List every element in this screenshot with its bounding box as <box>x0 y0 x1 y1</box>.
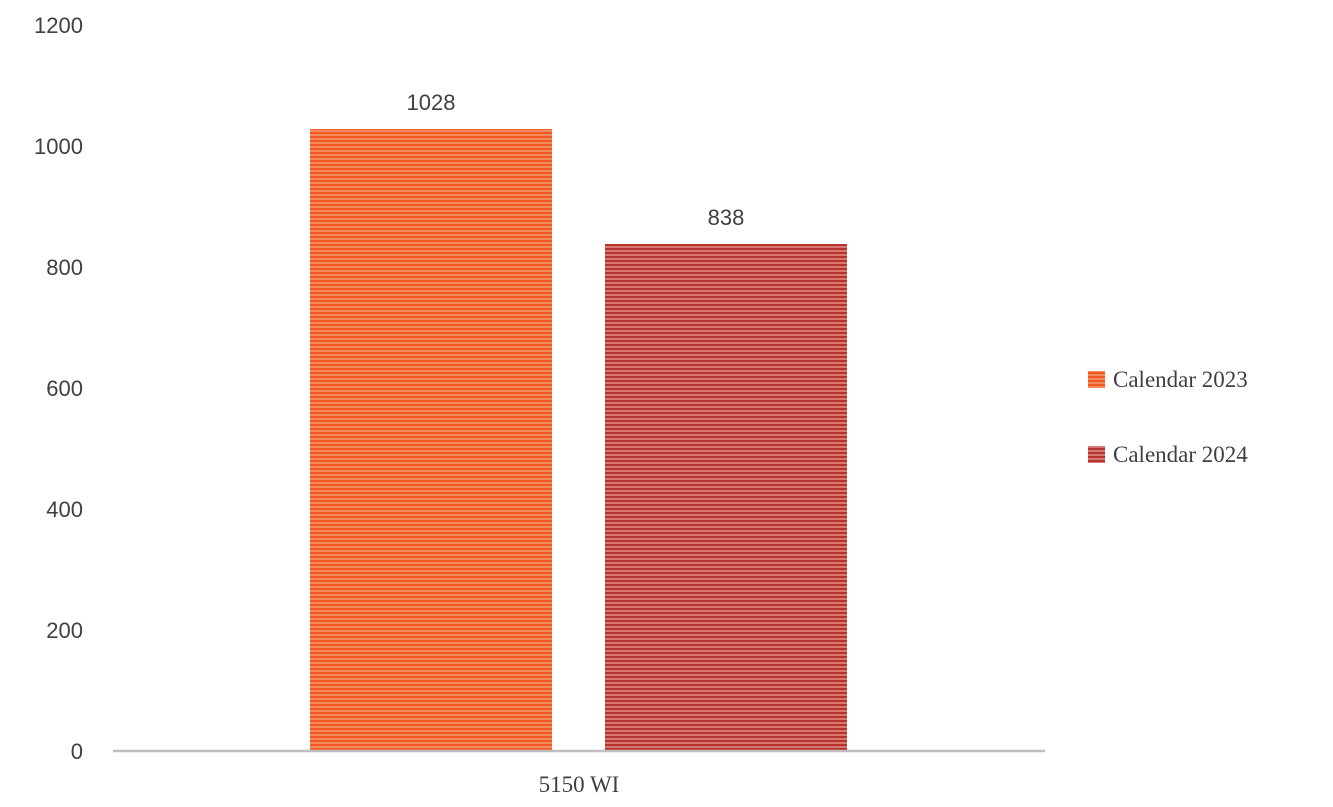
legend-label-calendar-2024: Calendar 2024 <box>1113 442 1248 467</box>
legend-label-calendar-2023: Calendar 2023 <box>1113 367 1248 392</box>
y-tick-label: 400 <box>46 497 83 522</box>
data-label-calendar-2024: 838 <box>708 205 745 230</box>
y-tick-label: 200 <box>46 618 83 643</box>
x-category-label: 5150 WI <box>539 772 620 797</box>
y-tick-label: 1000 <box>34 134 83 159</box>
y-tick-label: 800 <box>46 255 83 280</box>
y-tick-label: 1200 <box>34 13 83 38</box>
legend-item-calendar-2023: Calendar 2023 <box>1088 367 1248 392</box>
y-tick-label: 600 <box>46 376 83 401</box>
legend-item-calendar-2024: Calendar 2024 <box>1088 442 1248 467</box>
y-axis-tick-labels: 0 200 400 600 800 1000 1200 <box>34 13 83 764</box>
legend: Calendar 2023 Calendar 2024 <box>1088 367 1248 467</box>
data-label-calendar-2023: 1028 <box>407 90 456 115</box>
y-tick-label: 0 <box>71 739 83 764</box>
legend-swatch-calendar-2024 <box>1088 446 1105 463</box>
bar-calendar-2023 <box>310 129 552 751</box>
data-labels: 1028 838 <box>407 90 745 230</box>
bar-series <box>310 129 847 751</box>
legend-swatch-calendar-2023 <box>1088 371 1105 388</box>
bar-calendar-2024 <box>605 244 847 751</box>
x-axis-category-labels: 5150 WI <box>539 772 620 797</box>
